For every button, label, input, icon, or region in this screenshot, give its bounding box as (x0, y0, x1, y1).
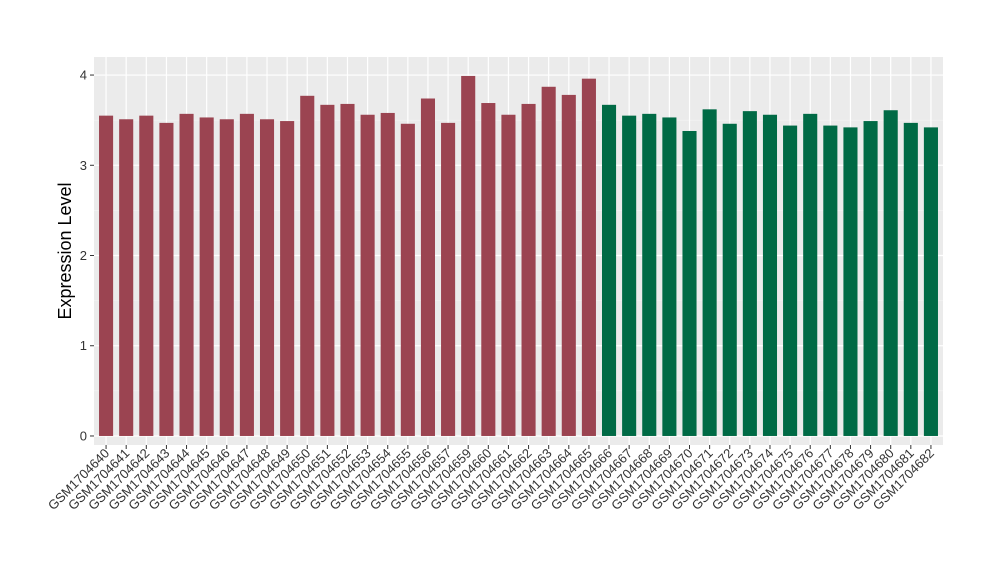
bar-GSM1704659 (461, 75, 476, 436)
bar-GSM1704653 (360, 114, 375, 436)
bar-GSM1704678 (843, 127, 858, 436)
bar-GSM1704664 (561, 94, 576, 436)
bar-GSM1704674 (762, 114, 778, 436)
bar-GSM1704681 (903, 122, 918, 436)
bar-GSM1704679 (863, 121, 878, 436)
y-tick-label: 4 (80, 68, 87, 83)
bar-GSM1704655 (400, 123, 415, 436)
bar-GSM1704657 (441, 122, 456, 436)
bar-GSM1704644 (179, 113, 194, 436)
bar-GSM1704652 (340, 103, 355, 436)
bars (99, 75, 938, 436)
bar-GSM1704650 (300, 95, 315, 436)
bar-GSM1704662 (521, 103, 536, 436)
bar-GSM1704643 (159, 122, 174, 436)
bar-GSM1704640 (99, 115, 114, 436)
bar-GSM1704641 (119, 119, 134, 436)
y-tick-label: 2 (80, 248, 87, 263)
bar-GSM1704665 (581, 78, 596, 436)
x-axis: GSM1704640GSM1704641GSM1704642GSM1704643… (45, 445, 937, 513)
bar-GSM1704675 (783, 125, 798, 436)
bar-GSM1704651 (320, 104, 335, 436)
y-tick-label: 3 (80, 158, 87, 173)
bar-GSM1704668 (642, 113, 657, 436)
y-tick-label: 1 (80, 338, 87, 353)
bar-GSM1704670 (682, 130, 697, 436)
bar-GSM1704676 (803, 113, 818, 436)
y-axis: 0 1 2 3 4 (80, 68, 94, 443)
y-axis-label: Expression Level (55, 182, 75, 319)
bar-GSM1704671 (702, 109, 717, 436)
bar-GSM1704642 (139, 115, 154, 436)
bar-GSM1704672 (722, 123, 737, 436)
bar-GSM1704669 (662, 117, 677, 436)
bar-GSM1704682 (923, 127, 938, 436)
bar-GSM1704660 (481, 103, 496, 436)
bar-GSM1704648 (259, 119, 275, 436)
bar-GSM1704677 (823, 125, 838, 436)
bar-GSM1704667 (622, 115, 637, 436)
y-tick-label: 0 (80, 428, 87, 443)
bar-GSM1704656 (420, 98, 436, 436)
bar-GSM1704661 (501, 114, 516, 436)
bar-GSM1704663 (541, 86, 556, 436)
bar-GSM1704646 (219, 119, 234, 436)
plot-panel (94, 57, 943, 445)
bar-GSM1704673 (742, 111, 757, 436)
bar-GSM1704649 (280, 121, 295, 436)
bar-GSM1704654 (380, 112, 395, 436)
bar-GSM1704645 (199, 117, 214, 436)
bar-GSM1704680 (883, 110, 898, 436)
bar-GSM1704647 (239, 113, 254, 436)
bar-GSM1704666 (601, 104, 617, 436)
